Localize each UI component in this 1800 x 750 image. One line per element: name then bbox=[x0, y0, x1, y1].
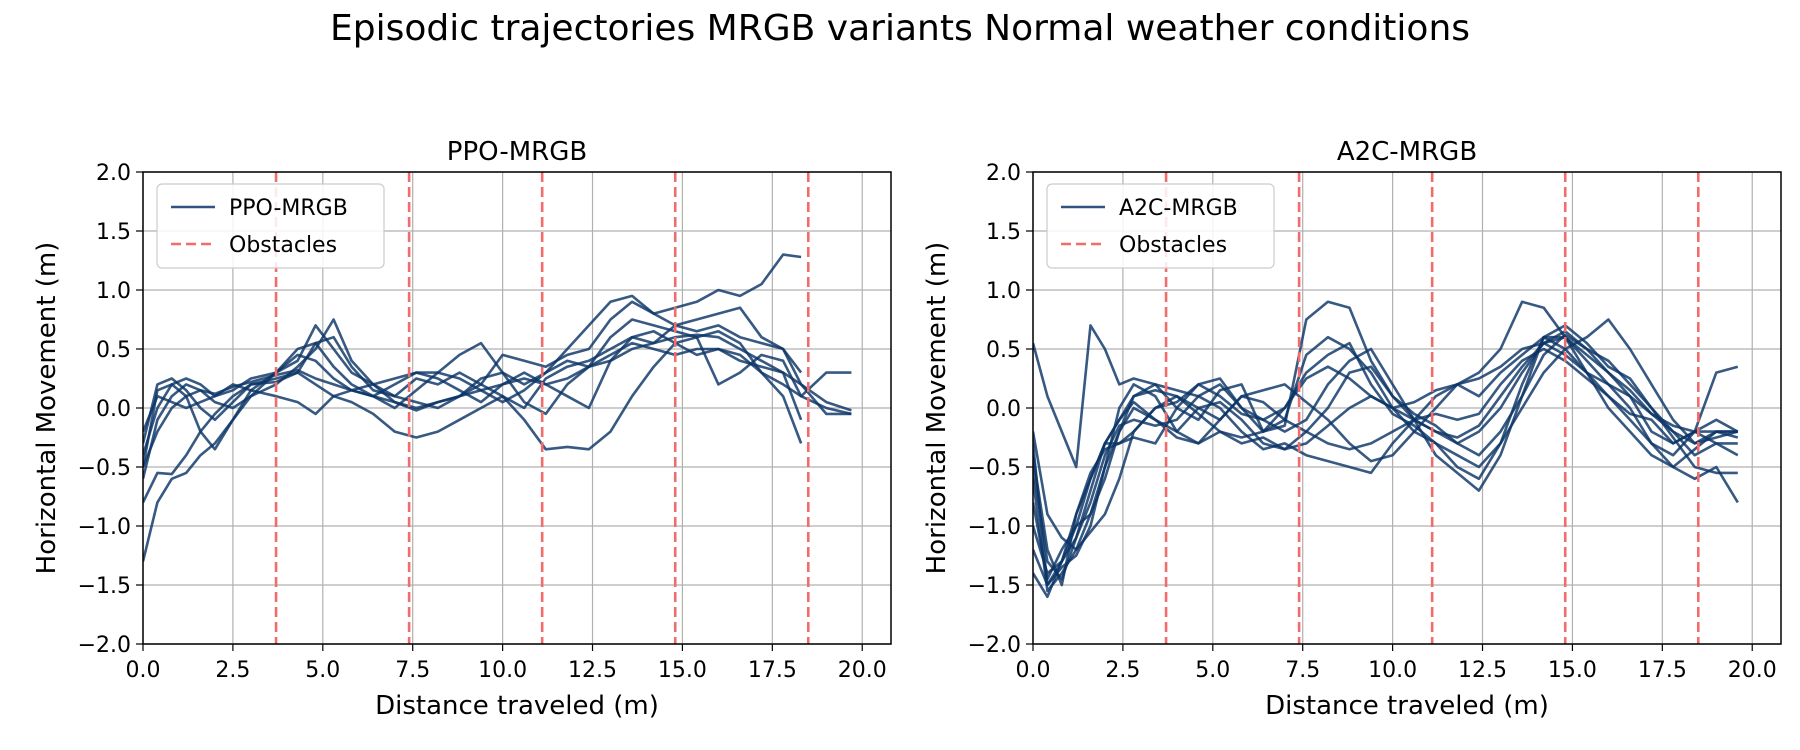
legend-label-obstacles: Obstacles bbox=[229, 233, 337, 258]
chart-panel-1: 0.0 2.5 5.0 7.5 10.0 12.5 15.0 17.5 20.0 2.0 1.5 1.… bbox=[922, 137, 1782, 721]
legend: A2C-MRGB Obstacles bbox=[1046, 183, 1275, 269]
trajectory-line-5 bbox=[143, 300, 852, 456]
legend-label-obstacles: Obstacles bbox=[1119, 233, 1227, 258]
y-tick-label: 1.0 bbox=[96, 279, 131, 304]
y-tick-label: 0.5 bbox=[986, 338, 1021, 363]
y-tick-label: −1.5 bbox=[968, 574, 1021, 599]
trajectory-line-9 bbox=[1033, 333, 1738, 599]
trajectory-line-2 bbox=[143, 329, 803, 468]
trajectory-line-3 bbox=[1033, 329, 1739, 575]
figure-title: Episodic trajectories MRGB variants Norm… bbox=[329, 8, 1471, 49]
x-tick-label: 0.0 bbox=[1016, 658, 1051, 683]
x-tick-label: 15.0 bbox=[658, 658, 707, 683]
x-tick-label: 7.5 bbox=[1285, 658, 1320, 683]
legend-label-series: PPO-MRGB bbox=[229, 196, 348, 221]
x-tick-label: 5.0 bbox=[305, 658, 340, 683]
x-tick-label: 0.0 bbox=[126, 658, 161, 683]
subplot-title: A2C-MRGB bbox=[1337, 137, 1477, 167]
legend-box bbox=[1046, 183, 1275, 269]
x-tick-label: 2.5 bbox=[1105, 658, 1140, 683]
y-tick-label: 1.0 bbox=[986, 279, 1021, 304]
chart-panel-0: 0.0 2.5 5.0 7.5 10.0 12.5 15.0 17.5 20.0 2.0 1.5 1.… bbox=[32, 137, 892, 721]
x-tick-label: 7.5 bbox=[395, 658, 430, 683]
x-tick-label: 2.5 bbox=[215, 658, 250, 683]
x-axis-label: Distance traveled (m) bbox=[375, 691, 659, 721]
trajectory-line-7 bbox=[143, 333, 852, 468]
trajectory-line-7 bbox=[1033, 335, 1739, 551]
x-tick-label: 20.0 bbox=[838, 658, 887, 683]
x-tick-label: 15.0 bbox=[1548, 658, 1597, 683]
trajectory-line-6 bbox=[143, 341, 852, 433]
subplot-title: PPO-MRGB bbox=[447, 137, 587, 167]
trajectory-line-3 bbox=[143, 329, 803, 451]
x-tick-label: 20.0 bbox=[1728, 658, 1777, 683]
plot-area bbox=[143, 172, 852, 644]
y-tick-label: 0.0 bbox=[986, 397, 1021, 422]
trajectory-line-8 bbox=[1033, 347, 1739, 581]
y-tick-label: 0.0 bbox=[96, 397, 131, 422]
trajectory-line-2 bbox=[1033, 335, 1738, 593]
y-tick-label: −2.0 bbox=[78, 633, 131, 658]
x-tick-label: 10.0 bbox=[1368, 658, 1417, 683]
x-tick-label: 17.5 bbox=[1638, 658, 1687, 683]
y-tick-label: −1.5 bbox=[78, 574, 131, 599]
x-tick-label: 17.5 bbox=[748, 658, 797, 683]
y-tick-label: 2.0 bbox=[986, 161, 1021, 186]
legend: PPO-MRGB Obstacles bbox=[156, 183, 385, 269]
y-tick-label: −0.5 bbox=[78, 456, 131, 481]
x-tick-label: 12.5 bbox=[568, 658, 617, 683]
y-tick-label: −1.0 bbox=[78, 515, 131, 540]
axes-frame bbox=[1032, 171, 1782, 645]
y-tick-label: −0.5 bbox=[968, 456, 1021, 481]
x-tick-label: 10.0 bbox=[478, 658, 527, 683]
trajectory-line-5 bbox=[1033, 318, 1739, 581]
y-tick-label: 2.0 bbox=[96, 161, 131, 186]
y-axis-label: Horizontal Movement (m) bbox=[32, 242, 62, 575]
y-axis-label: Horizontal Movement (m) bbox=[922, 242, 952, 575]
trajectory-line-6 bbox=[1033, 341, 1739, 587]
y-tick-label: −1.0 bbox=[968, 515, 1021, 540]
legend-box bbox=[156, 183, 385, 269]
y-tick-label: 0.5 bbox=[96, 338, 131, 363]
trajectory-line-4 bbox=[143, 318, 852, 480]
x-axis-label: Distance traveled (m) bbox=[1265, 691, 1549, 721]
legend-label-series: A2C-MRGB bbox=[1119, 196, 1238, 221]
y-tick-label: 1.5 bbox=[986, 220, 1021, 245]
y-tick-label: −2.0 bbox=[968, 633, 1021, 658]
y-tick-label: 1.5 bbox=[96, 220, 131, 245]
x-tick-label: 12.5 bbox=[1458, 658, 1507, 683]
x-tick-label: 5.0 bbox=[1195, 658, 1230, 683]
axes-frame bbox=[142, 171, 892, 645]
